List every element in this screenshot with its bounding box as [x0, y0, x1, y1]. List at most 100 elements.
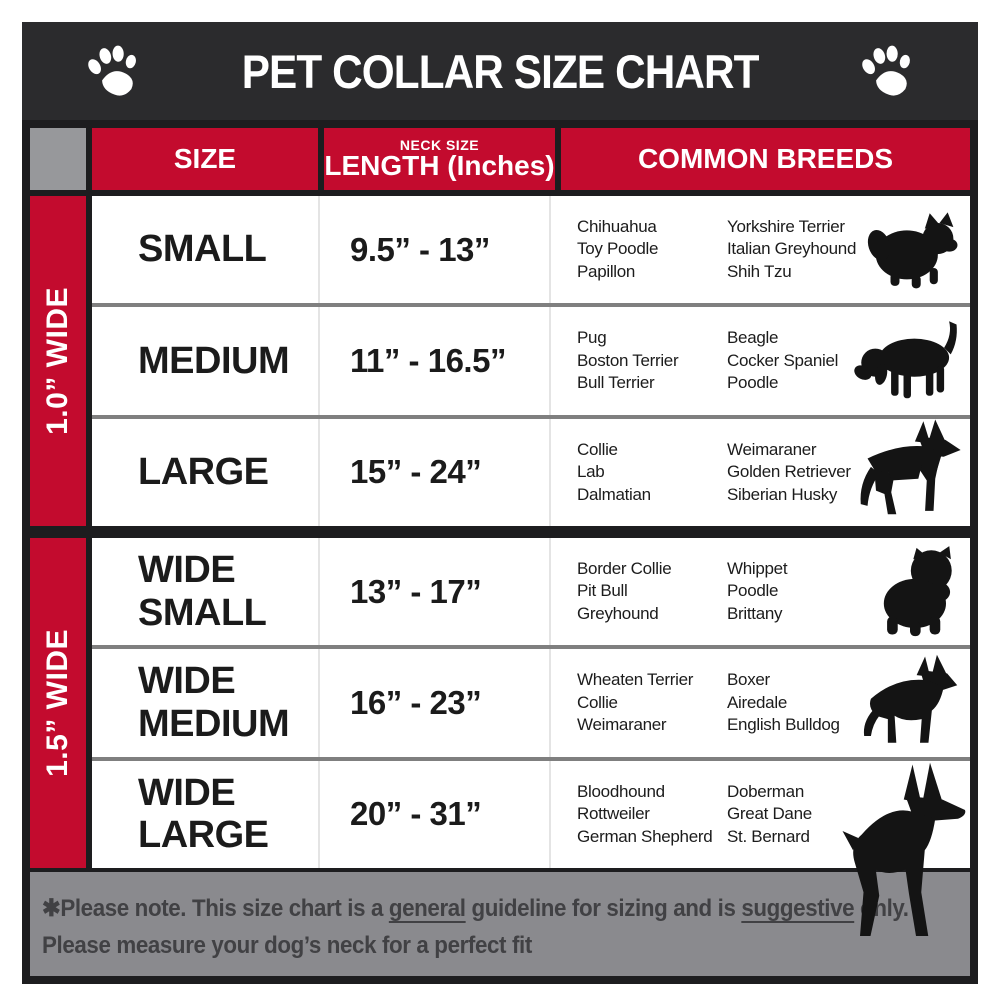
breed-item: Boston Terrier [577, 350, 679, 370]
neck-length-value: 9.5” - 13” [318, 196, 549, 304]
breed-item: Pit Bull [577, 581, 628, 601]
neck-length-value: 15” - 24” [318, 418, 549, 526]
breed-item: Whippet [727, 559, 788, 578]
breed-item: Yorkshire Terrier [727, 217, 845, 236]
length-label: LENGTH (Inches) [324, 149, 555, 181]
breed-item: St. Bernard [727, 826, 810, 846]
common-breeds-cell: Chihuahua Toy Poodle Papillon Yorkshire … [549, 196, 970, 304]
size-label: WIDE MEDIUM [138, 660, 290, 745]
breed-item: Lab [577, 462, 605, 482]
group-1-inch-wide: 1.0” WIDE SMALL 9.5” - 13” Chihuahua Toy… [30, 196, 970, 526]
page-title: PET COLLAR SIZE CHART [241, 44, 760, 98]
underlined-word: general [388, 895, 466, 922]
breed-item: English Bulldog [727, 715, 840, 735]
breed-list: Weimaraner Golden Retriever Siberian Hus… [727, 439, 883, 506]
breed-list: Wheaten Terrier Collie Weimaraner [577, 669, 727, 736]
breed-item: Papillon [577, 261, 636, 281]
table-row-medium: MEDIUM 11” - 16.5” Pug Boston Terrier Bu… [92, 307, 970, 415]
breed-item: Airedale [727, 692, 787, 712]
pitbull-icon [854, 648, 964, 758]
breed-list: Border Collie Pit Bull Greyhound [577, 558, 727, 625]
header-spacer [30, 128, 86, 190]
breed-item: Poodle [727, 373, 779, 393]
neck-length-value: 20” - 31” [318, 760, 549, 868]
breed-list: Doberman Great Dane St. Bernard [727, 781, 883, 848]
breed-item: Siberian Husky [727, 484, 838, 504]
breed-list: Bloodhound Rottweiler German Shepherd [577, 781, 727, 848]
table-row-wide-medium: WIDE MEDIUM 16” - 23” Wheaten Terrier Co… [92, 648, 970, 758]
breed-item: Toy Poodle [577, 239, 659, 259]
footer-note: ✱Please note. This size chart is a gener… [30, 872, 970, 976]
size-label: LARGE [138, 451, 269, 494]
breed-list: Pug Boston Terrier Bull Terrier [577, 327, 727, 394]
table-header-row: SIZE NECK SIZE LENGTH (Inches) COMMON BR… [30, 128, 970, 190]
breed-item: Great Dane [727, 804, 812, 824]
pomeranian-icon [866, 209, 964, 291]
paw-print-icon [88, 45, 136, 96]
breed-list: Collie Lab Dalmatian [577, 439, 727, 506]
column-header-length: NECK SIZE LENGTH (Inches) [324, 128, 555, 190]
footer-note-line-2: Please measure your dog’s neck for a per… [42, 932, 532, 960]
breed-list: Whippet Poodle Brittany [727, 558, 883, 625]
table-row-large: LARGE 15” - 24” Collie Lab Dalmatian Wei… [92, 418, 970, 526]
breed-list: Boxer Airedale English Bulldog [727, 669, 883, 736]
breed-item: Shih Tzu [727, 261, 792, 281]
group-rows: WIDE SMALL 13” - 17” Border Collie Pit B… [92, 538, 970, 936]
common-breeds-cell: Bloodhound Rottweiler German Shepherd Do… [549, 760, 970, 936]
asterisk: ✱ [42, 895, 61, 922]
breed-item: Collie [577, 692, 618, 712]
breed-item: Chihuahua [577, 217, 657, 236]
breed-item: Greyhound [577, 603, 659, 623]
breed-item: Wheaten Terrier [577, 670, 694, 690]
breed-item: Border Collie [577, 559, 672, 578]
breed-item: Poodle [727, 581, 779, 601]
group-1.5-inch-wide: 1.5” WIDE WIDE SMALL 13” - 17” Border Co… [30, 538, 970, 936]
breed-item: Italian Greyhound [727, 239, 857, 259]
width-strip-1.0: 1.0” WIDE [30, 196, 86, 526]
breed-item: Cocker Spaniel [727, 350, 839, 370]
neck-length-value: 11” - 16.5” [318, 307, 549, 415]
breed-item: Bloodhound [577, 781, 665, 801]
neck-size-sublabel: NECK SIZE [399, 136, 480, 153]
breed-item: Pug [577, 328, 607, 348]
breed-list: Chihuahua Toy Poodle Papillon [577, 216, 727, 283]
common-breeds-cell: Wheaten Terrier Collie Weimaraner Boxer … [549, 648, 970, 758]
size-label: MEDIUM [138, 339, 290, 382]
breed-item: Dalmatian [577, 484, 651, 504]
width-label: 1.5” WIDE [41, 629, 74, 777]
breed-item: Boxer [727, 670, 770, 690]
size-chart-board: PET COLLAR SIZE CHART SIZE NECK SIZE LEN… [22, 22, 978, 984]
breed-item: Bull Terrier [577, 373, 655, 393]
neck-length-value: 13” - 17” [318, 538, 549, 646]
breed-item: Collie [577, 439, 618, 459]
breed-item: Golden Retriever [727, 462, 851, 482]
breed-list: Yorkshire Terrier Italian Greyhound Shih… [727, 216, 883, 283]
breed-list: Beagle Cocker Spaniel Poodle [727, 327, 883, 394]
breed-item: Rottweiler [577, 804, 650, 824]
common-breeds-cell: Border Collie Pit Bull Greyhound Whippet… [549, 538, 970, 646]
common-breeds-cell: Pug Boston Terrier Bull Terrier Beagle C… [549, 307, 970, 415]
footer-note-line-1: ✱Please note. This size chart is a gener… [42, 895, 909, 922]
beagle-icon [848, 319, 964, 402]
width-label: 1.0” WIDE [41, 287, 74, 435]
breed-item: Doberman [727, 781, 804, 801]
common-breeds-cell: Collie Lab Dalmatian Weimaraner Golden R… [549, 418, 970, 526]
table-row-small: SMALL 9.5” - 13” Chihuahua Toy Poodle Pa… [92, 196, 970, 304]
width-strip-1.5: 1.5” WIDE [30, 538, 86, 868]
size-label: WIDE SMALL [138, 549, 267, 634]
breed-item: German Shepherd [577, 826, 713, 846]
table-row-wide-small: WIDE SMALL 13” - 17” Border Collie Pit B… [92, 538, 970, 646]
underlined-word: suggestive [741, 895, 855, 922]
breed-item: Weimaraner [727, 439, 817, 459]
doberman-icon [832, 761, 972, 943]
bulldog-icon [874, 545, 964, 638]
column-header-size: SIZE [92, 128, 318, 190]
title-bar: PET COLLAR SIZE CHART [22, 22, 978, 120]
paw-print-icon [862, 45, 910, 96]
neck-length-value: 16” - 23” [318, 649, 549, 757]
german-shepherd-icon [854, 419, 964, 525]
breed-item: Beagle [727, 328, 779, 348]
breed-item: Weimaraner [577, 715, 667, 735]
size-label: WIDE LARGE [138, 771, 269, 857]
breed-item: Brittany [727, 603, 783, 623]
